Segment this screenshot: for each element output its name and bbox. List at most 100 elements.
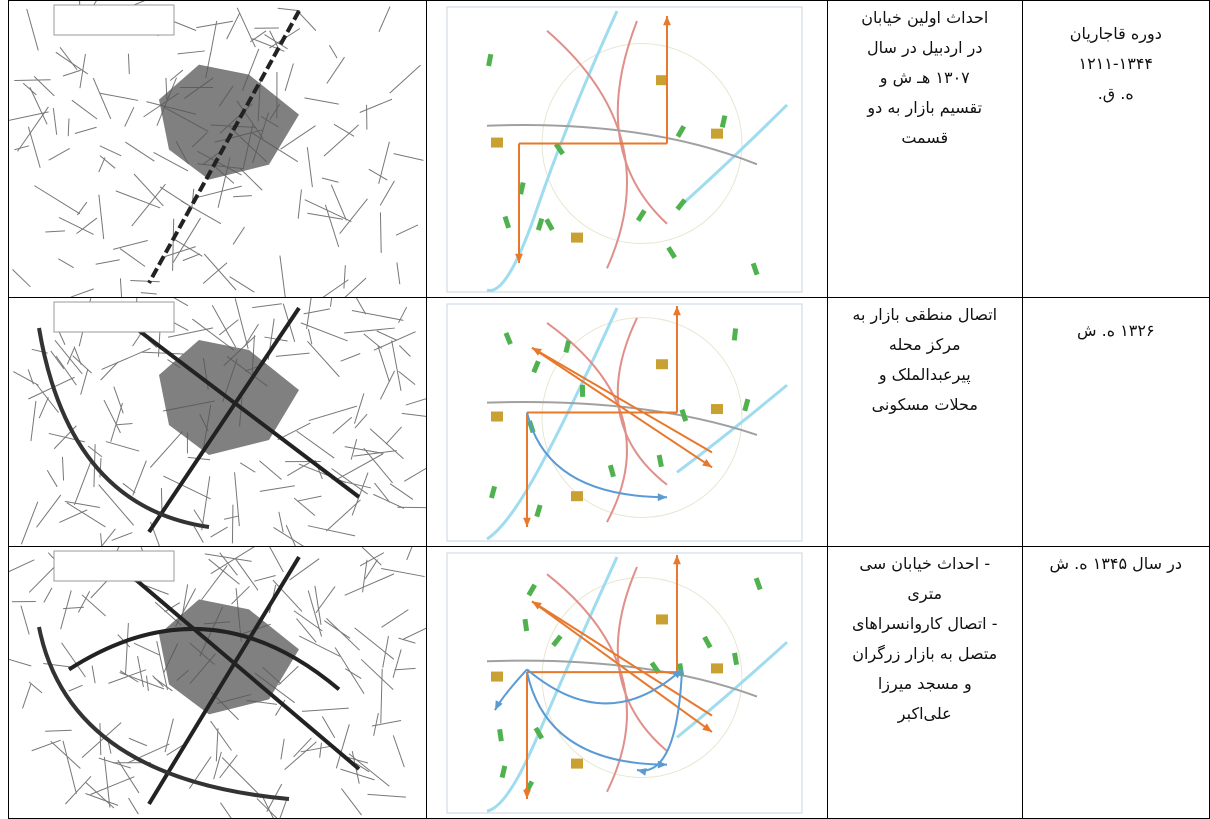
street	[21, 606, 29, 635]
street	[196, 21, 233, 27]
street	[127, 744, 169, 763]
landmark-icon	[571, 233, 583, 243]
map-cell	[9, 298, 427, 547]
description-line: تقسیم بازار به دو	[828, 93, 1022, 123]
description-line: و مسجد میرزا	[828, 669, 1022, 699]
street	[237, 8, 255, 47]
street	[353, 451, 396, 457]
street	[297, 496, 321, 501]
landmark-icon	[571, 491, 583, 501]
landmark-icon	[491, 138, 503, 148]
street	[174, 239, 203, 257]
street	[381, 669, 382, 723]
street	[13, 372, 38, 386]
period-line: ۱۲۱۱-۱۳۴۴	[1023, 49, 1209, 79]
street	[378, 346, 389, 382]
street	[324, 125, 359, 156]
description-line: پیرعبدالملک و	[828, 360, 1022, 390]
description-line: اتصال منطقی بازار به	[828, 300, 1022, 330]
landmark-icon	[656, 614, 668, 624]
street	[252, 304, 282, 308]
street	[324, 621, 350, 639]
street	[65, 776, 91, 804]
street	[14, 146, 29, 150]
street	[34, 76, 54, 95]
description-line: علی‌اکبر	[828, 699, 1022, 729]
street	[100, 723, 101, 755]
street	[63, 741, 76, 794]
street	[406, 394, 426, 405]
street	[361, 659, 393, 689]
street	[92, 666, 95, 683]
street	[227, 13, 240, 39]
street	[280, 256, 286, 297]
bazaar-area	[159, 65, 299, 180]
street	[13, 269, 31, 286]
street	[307, 147, 312, 187]
street	[304, 309, 330, 314]
street	[386, 427, 402, 444]
landmark-icon	[711, 129, 723, 139]
street	[345, 574, 394, 595]
street	[63, 70, 81, 76]
street	[397, 507, 426, 508]
street	[298, 189, 301, 218]
street	[325, 205, 338, 247]
street	[407, 547, 420, 560]
period-cell: ۱۳۲۶ ه. ش	[1022, 298, 1209, 547]
street	[204, 254, 236, 290]
street	[23, 684, 31, 708]
street	[49, 148, 70, 160]
period-line: در سال ۱۳۴۵ ه. ش	[1023, 549, 1209, 579]
street	[71, 289, 94, 297]
street	[379, 7, 390, 32]
street	[201, 565, 227, 599]
street	[397, 262, 400, 284]
street	[380, 181, 394, 206]
street	[173, 219, 174, 271]
map-cell	[9, 547, 427, 819]
schematic-cell	[427, 547, 828, 819]
street	[233, 196, 252, 197]
street	[285, 742, 317, 770]
street	[296, 619, 316, 643]
schematic-cell	[427, 298, 828, 547]
description-line: قسمت	[828, 123, 1022, 153]
landmark-icon	[711, 404, 723, 414]
street	[28, 369, 33, 384]
street	[125, 107, 134, 126]
street	[9, 656, 31, 666]
street	[214, 752, 222, 779]
street	[326, 618, 359, 650]
street	[235, 472, 240, 526]
main-street	[109, 557, 359, 769]
street	[133, 461, 147, 496]
street	[62, 457, 63, 481]
street	[21, 502, 37, 545]
street	[44, 588, 52, 603]
street	[178, 51, 205, 54]
street	[230, 277, 255, 292]
street	[173, 218, 200, 262]
street	[78, 591, 89, 612]
street	[120, 671, 138, 682]
street	[235, 298, 248, 348]
street	[398, 638, 415, 643]
street	[390, 65, 421, 93]
street	[100, 93, 138, 100]
street	[302, 708, 349, 711]
street	[403, 626, 426, 639]
street	[279, 512, 283, 532]
street	[240, 463, 255, 472]
street	[349, 754, 389, 787]
street	[168, 328, 213, 337]
street	[345, 447, 384, 454]
street	[163, 476, 210, 499]
street	[75, 127, 97, 133]
street	[96, 529, 115, 546]
schematic-map	[427, 547, 827, 818]
green-space	[580, 385, 585, 397]
